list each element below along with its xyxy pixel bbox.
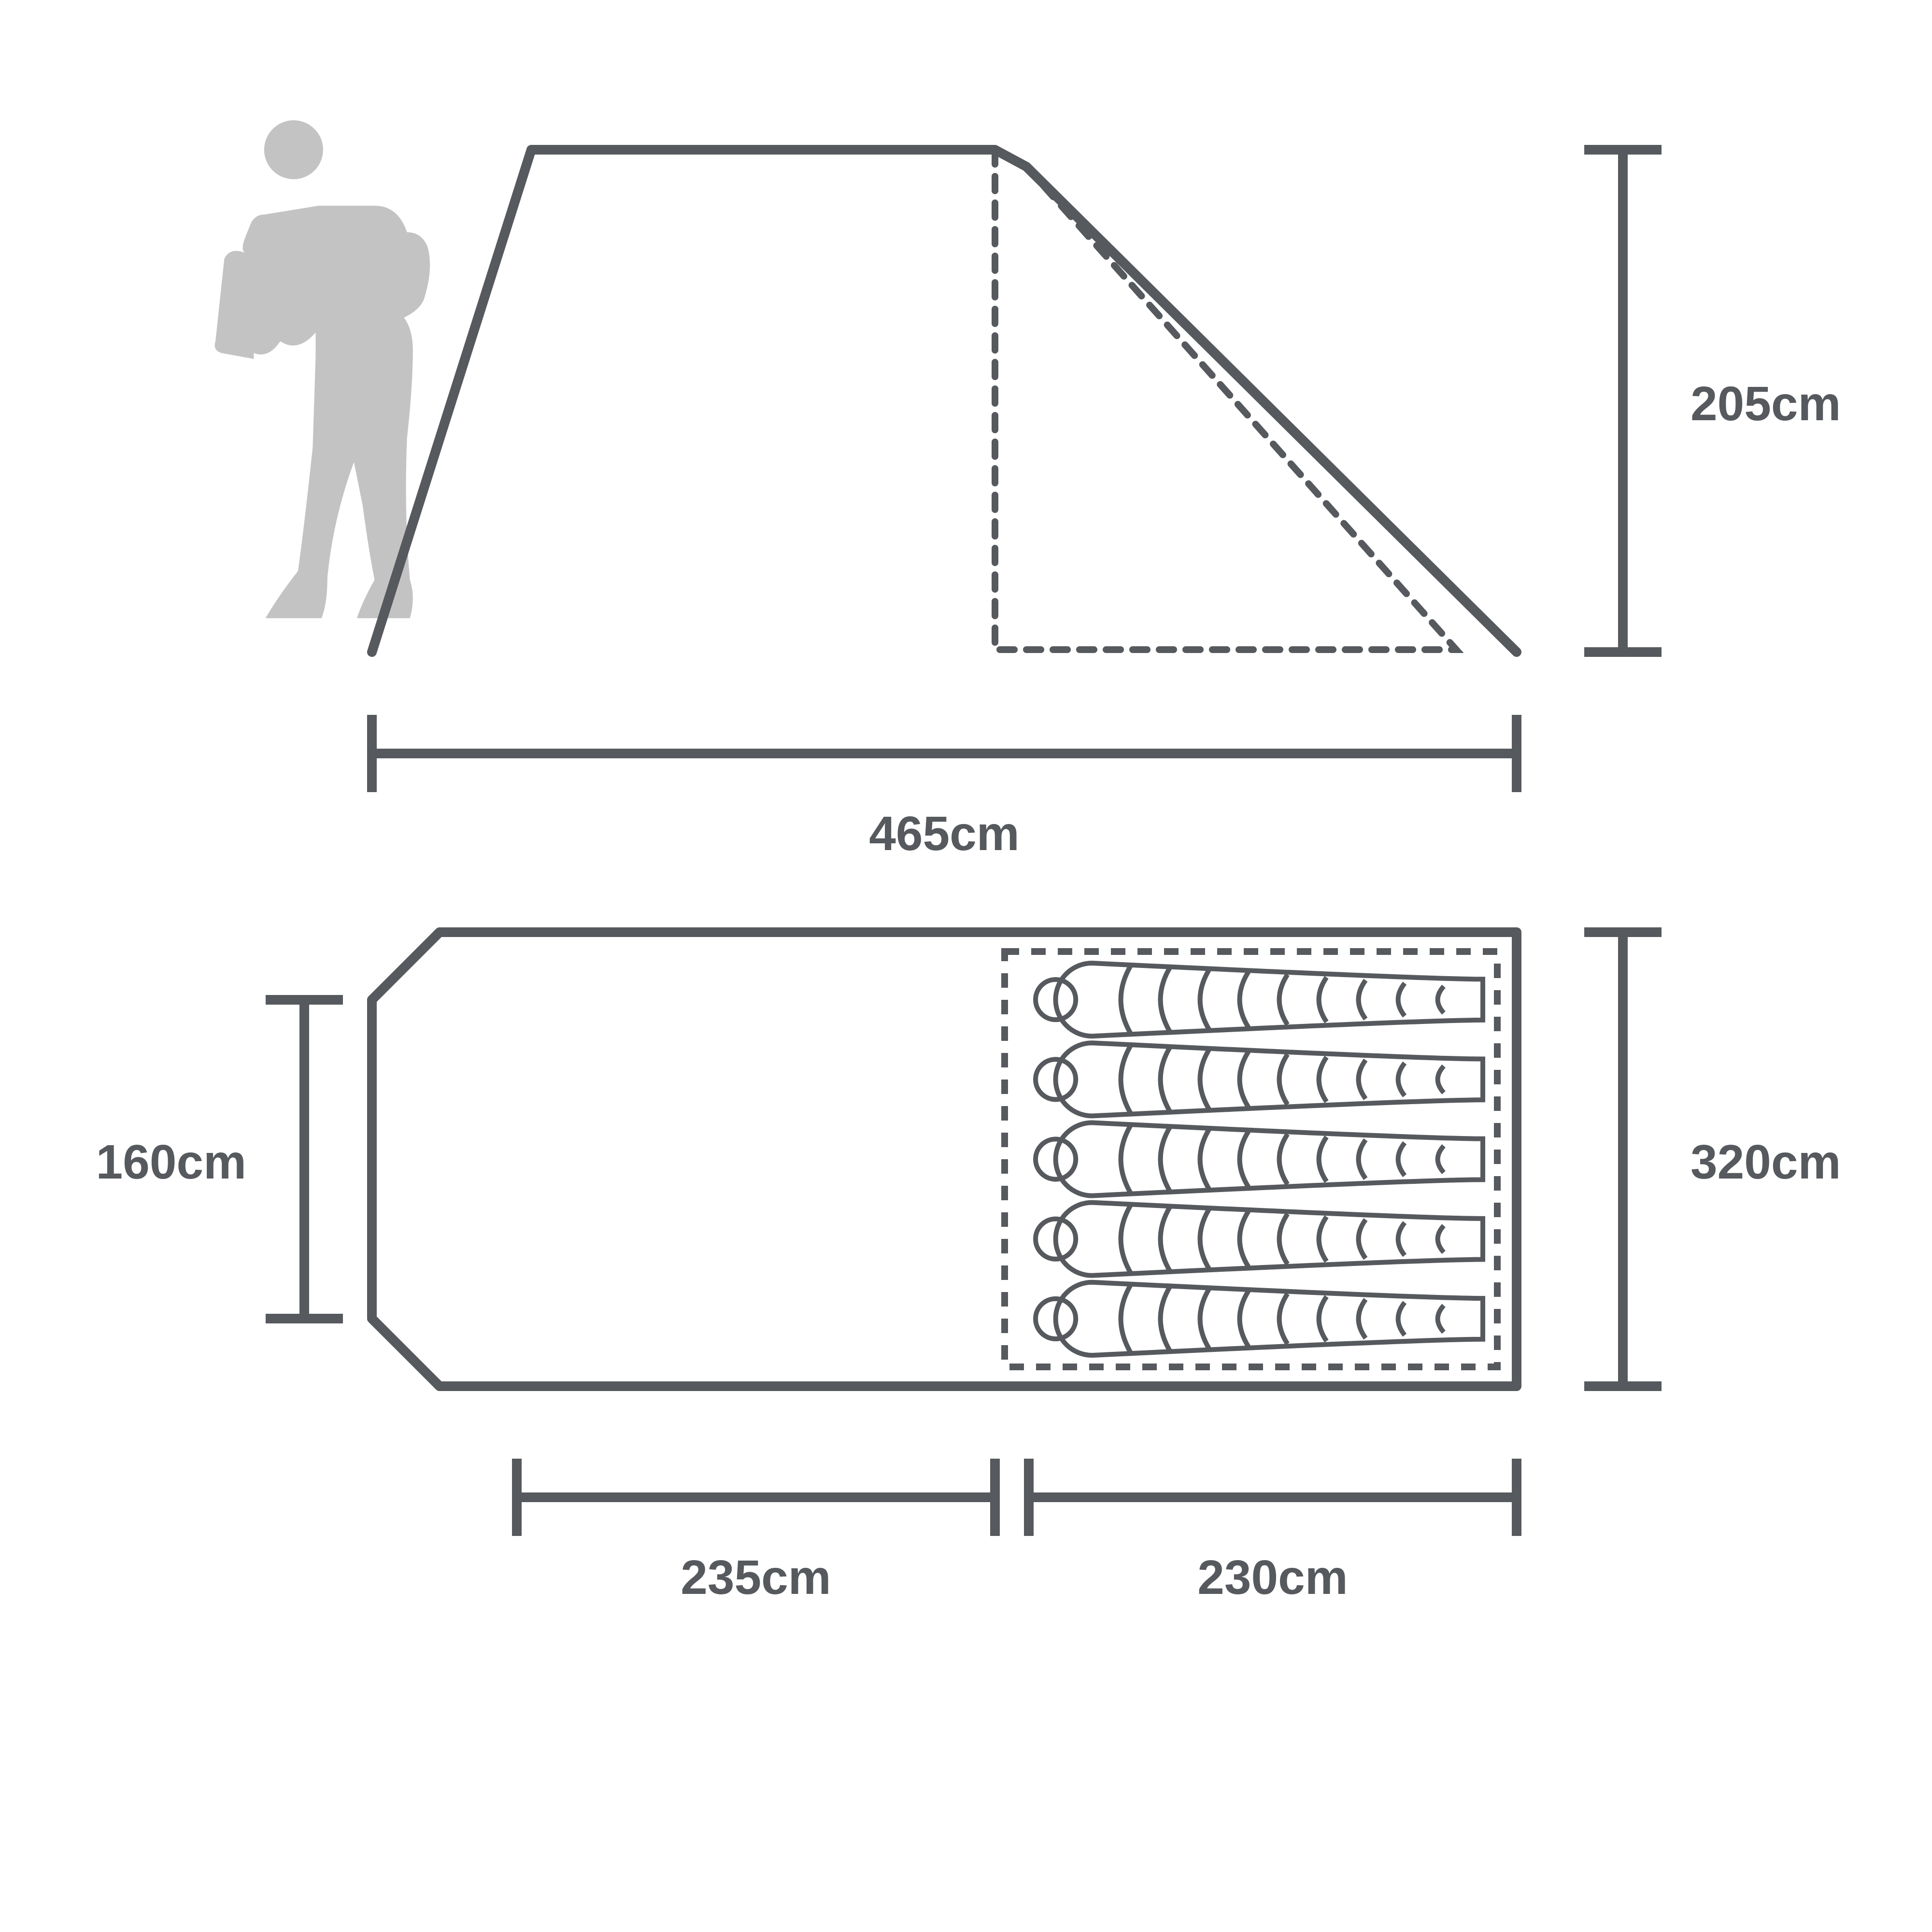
label-width-160: 160cm [96,1135,246,1189]
sleeping-bag-baffle [1121,1045,1132,1114]
sleeping-bag-baffle [1359,1140,1366,1179]
sleeping-bag-baffle [1398,1222,1405,1255]
sleeping-bag-baffle [1121,1284,1132,1353]
sleeping-bag-baffle [1240,1291,1249,1347]
dimension-depth-230 [1029,1459,1517,1536]
sleeping-bag-baffle [1319,1296,1327,1341]
sleeping-bag-baffle [1279,1293,1288,1344]
sleeping-bag-baffle [1200,1049,1209,1110]
sleeping-bag-baffle [1398,1143,1405,1176]
sleeping-bag-baffle [1398,983,1405,1016]
sleeping-bag-baffle [1121,1124,1132,1194]
tent-plan-outline [372,932,1517,1386]
sleeping-bag-baffle [1200,1208,1209,1269]
sleeping-bag-baffle [1240,1132,1249,1187]
sleeping-bag-baffle [1359,980,1366,1019]
sleeping-bag-baffle [1161,1126,1170,1192]
hiker-icon [215,120,430,618]
sleeping-bag-baffle [1279,975,1288,1025]
label-height-205: 205cm [1690,377,1841,431]
sleeping-bag-baffle [1279,1214,1288,1264]
sleeping-bag-baffle [1240,1211,1249,1267]
dimension-height-205 [1584,150,1662,652]
sleeping-bag-baffle [1398,1063,1405,1096]
sleeping-bags [1036,963,1483,1355]
sleeping-bag-baffle [1359,1220,1366,1258]
label-length-465: 465cm [869,807,1019,861]
tent-dimension-diagram: 205cm 465cm 160cm 320cm [0,0,1932,1932]
sleeping-bag-baffle [1319,977,1327,1022]
label-depth-235: 235cm [681,1550,831,1605]
sleeping-bag-baffle [1438,1226,1444,1252]
sleeping-bag-baffle [1200,1289,1209,1350]
sleeping-bag-baffle [1121,965,1132,1034]
sleeping-bag-baffle [1161,1047,1170,1112]
sleeping-bag-baffle [1319,1137,1327,1181]
sleeping-bag-baffle [1438,1306,1444,1332]
sleeping-bag-baffle [1200,969,1209,1030]
sleeping-bag-baffle [1240,1051,1249,1107]
sleeping-bag-baffle [1438,1066,1444,1093]
sleeping-bag-baffle [1161,1286,1170,1351]
label-width-320: 320cm [1690,1135,1841,1189]
sleeping-bag-baffle [1279,1054,1288,1105]
sleeping-bag-baffle [1161,967,1170,1032]
sleeping-bag-baffle [1359,1299,1366,1338]
sleeping-bag-baffle [1319,1217,1327,1261]
sleeping-bag-baffle [1438,986,1444,1013]
sleeping-bag-baffle [1398,1302,1405,1335]
sleeping-bag-baffle [1161,1206,1170,1271]
plan-view: 160cm 320cm 235cm 230cm [96,932,1841,1605]
dimension-width-320 [1584,932,1662,1386]
sleeping-bag-baffle [1240,972,1249,1027]
sleeping-bag-baffle [1319,1057,1327,1102]
sleeping-bag-baffle [1359,1060,1366,1099]
sleeping-area-dash [1005,952,1497,1367]
tent-side-outline [372,150,1517,652]
side-elevation-view: 205cm 465cm [215,120,1841,861]
sleeping-bag-baffle [1121,1204,1132,1274]
sleeping-bag-baffle [1279,1134,1288,1184]
sleeping-bag-baffle [1200,1129,1209,1190]
label-depth-230: 230cm [1197,1550,1348,1605]
dimension-length-465 [372,715,1517,792]
dimension-depth-235 [517,1459,995,1536]
dimension-width-160 [266,1000,343,1319]
tent-side-inner-dash [995,150,1456,650]
sleeping-bag-baffle [1438,1146,1444,1172]
